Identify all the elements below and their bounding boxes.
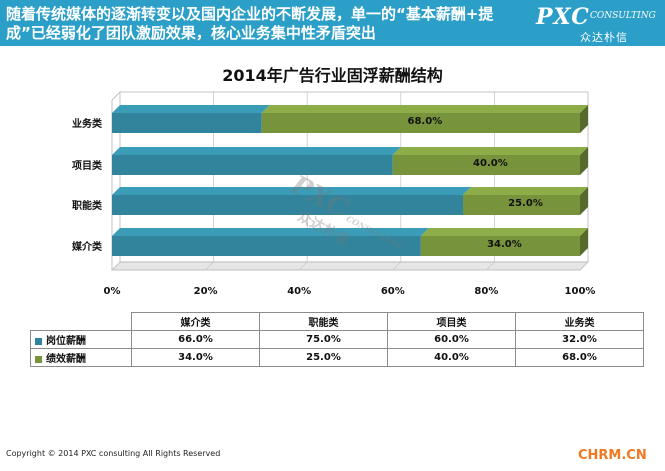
header-banner: 随着传统媒体的逐渐转变以及国内企业的不断发展，单一的“基本薪酬+提成”已经弱化了… — [0, 0, 665, 46]
gridline-floor — [111, 261, 121, 271]
bar-top-face — [112, 187, 471, 195]
table-cell: 68.0% — [515, 348, 644, 367]
category-label: 媒介类 — [71, 240, 102, 253]
bar-segment — [463, 195, 580, 215]
bar-side-face — [580, 187, 588, 215]
row-label-text: 绩效薪酬 — [46, 354, 86, 365]
table-row: 绩效薪酬 34.0% 25.0% 40.0% 68.0% — [30, 348, 644, 367]
table-col-header: 职能类 — [259, 312, 388, 331]
table-cell: 66.0% — [131, 330, 260, 349]
table-corner — [31, 313, 132, 331]
pxc-logo-cn: 众达朴信 — [580, 31, 628, 44]
data-label: 68.0% — [408, 116, 443, 127]
chart-title: 2014年广告行业固浮薪酬结构 — [222, 66, 443, 85]
table-cell: 32.0% — [515, 330, 644, 349]
bar-segment — [420, 236, 580, 256]
gridline-floor — [486, 261, 495, 271]
bar-segment — [392, 155, 580, 175]
legend-swatch-base — [35, 337, 42, 345]
bar-top-face — [392, 147, 588, 155]
bar-segment — [261, 113, 580, 133]
bar-top-face — [112, 228, 429, 236]
gridline-floor — [205, 261, 214, 271]
table-cell: 40.0% — [387, 348, 516, 367]
table-cell: 25.0% — [259, 348, 388, 367]
data-label: 40.0% — [473, 158, 508, 169]
table-col-header: 媒介类 — [131, 312, 260, 331]
row-label-text: 岗位薪酬 — [46, 336, 86, 347]
header-text: 随着传统媒体的逐渐转变以及国内企业的不断发展，单一的“基本薪酬+提成”已经弱化了… — [6, 5, 494, 42]
x-tick-label: 40% — [287, 286, 311, 297]
bar-top-face — [112, 105, 270, 113]
table-row-label: 绩效薪酬 — [30, 348, 132, 367]
bar-top-face — [463, 187, 588, 195]
bar-segment — [112, 155, 393, 175]
bar-side-face — [580, 147, 588, 175]
x-tick-label: 20% — [194, 286, 218, 297]
data-label: 25.0% — [508, 198, 543, 209]
x-tick-label: 0% — [104, 286, 121, 297]
bar-top-face — [112, 147, 401, 155]
category-label: 项目类 — [72, 159, 102, 172]
bar-segment — [112, 113, 262, 133]
bar-chart: 0% 20% 40% 60% 80% 100% 68.0% 业务类 40.0% 项目类 25.0% 职… — [71, 91, 596, 297]
table-col-header: 业务类 — [515, 312, 644, 331]
pxc-logo: PXC — [536, 4, 590, 30]
x-tick-label: 100% — [565, 286, 596, 297]
plot-floor — [111, 261, 589, 271]
bar-segment — [112, 236, 421, 256]
table-header-row: 媒介类 职能类 项目类 业务类 — [31, 312, 644, 331]
plot-top-edge — [111, 91, 121, 101]
category-label: 业务类 — [72, 117, 102, 130]
table-cell: 75.0% — [259, 330, 388, 349]
x-tick-label: 80% — [474, 286, 498, 297]
bar-top-face — [420, 228, 588, 236]
table-row: 岗位薪酬 66.0% 75.0% 60.0% 32.0% — [30, 330, 644, 349]
x-tick-label: 60% — [381, 286, 405, 297]
table-row-label: 岗位薪酬 — [30, 330, 132, 349]
gridline-floor — [392, 261, 402, 271]
bar-side-face — [580, 105, 588, 133]
site-watermark: CHRM.CN — [578, 448, 647, 463]
table-cell: 34.0% — [131, 348, 260, 367]
data-label: 34.0% — [487, 239, 522, 250]
table-cell: 60.0% — [387, 330, 516, 349]
table-col-header: 项目类 — [387, 312, 516, 331]
legend-swatch-performance — [35, 355, 42, 363]
gridline-floor — [579, 261, 589, 271]
bar-segment — [112, 195, 463, 215]
category-label: 职能类 — [72, 199, 102, 212]
pxc-logo-sub: CONSULTING — [590, 11, 656, 21]
data-table: 媒介类 职能类 项目类 业务类 岗位薪酬 66.0% 75.0% 60.0% 3… — [30, 312, 644, 367]
bar-side-face — [580, 228, 588, 256]
copyright-text: Copyright © 2014 PXC consulting All Righ… — [6, 449, 221, 458]
bar-top-face — [261, 105, 588, 113]
gridline-floor — [298, 261, 308, 271]
